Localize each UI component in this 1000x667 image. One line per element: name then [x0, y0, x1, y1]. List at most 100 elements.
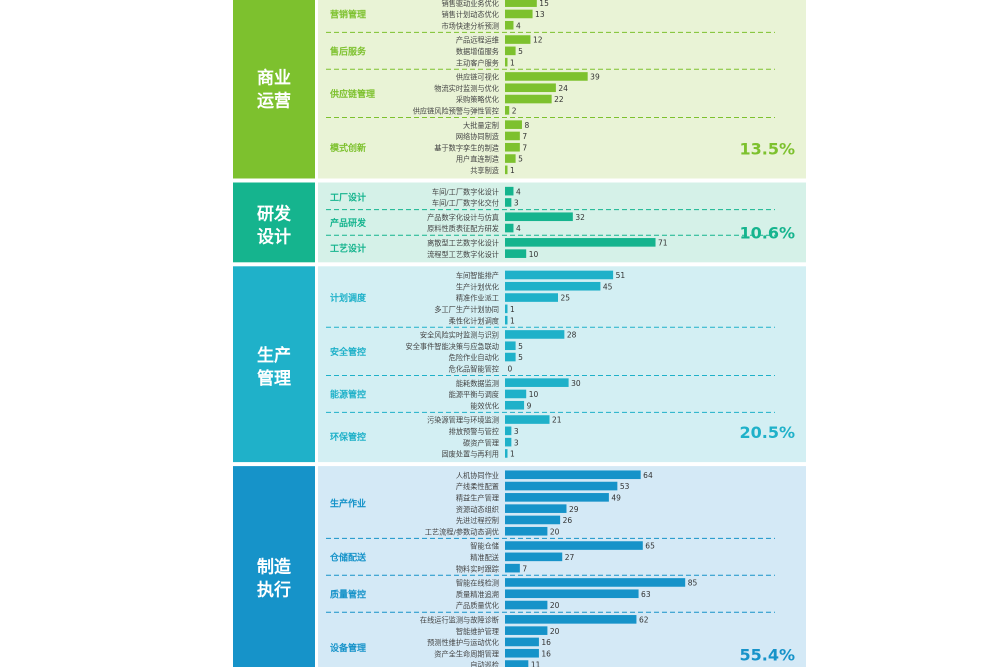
- item-label: 产品数字化设计与仿真: [427, 213, 499, 222]
- item-label: 生产计划优化: [456, 282, 499, 291]
- item-label: 污染源管理与环境监测: [427, 416, 499, 425]
- value-label: 12: [533, 36, 543, 45]
- item-label: 销售计划动态优化: [441, 10, 499, 19]
- value-label: 3: [514, 438, 519, 447]
- item-label: 质量精准追溯: [456, 590, 499, 599]
- value-label: 30: [571, 379, 581, 388]
- value-label: 29: [569, 505, 579, 514]
- group-label: 设备管理: [330, 642, 366, 654]
- item-label: 智能在线检测: [456, 579, 499, 588]
- item-label: 碳资产管理: [463, 438, 499, 447]
- bar: [505, 249, 527, 258]
- value-label: 63: [641, 590, 651, 599]
- group-label: 能源管控: [330, 388, 366, 400]
- item-label: 车间/工厂数字化交付: [432, 199, 499, 208]
- bar: [505, 400, 525, 410]
- bar: [505, 154, 516, 163]
- bar: [505, 9, 533, 19]
- bar: [505, 35, 531, 44]
- bar: [505, 212, 573, 222]
- bar: [505, 46, 516, 56]
- section-title-line-2: 执行: [257, 579, 291, 600]
- item-label: 自动巡检: [470, 661, 499, 667]
- group-label: 工艺设计: [330, 243, 366, 255]
- value-label: 71: [658, 238, 668, 247]
- bar: [505, 526, 548, 536]
- item-label: 精准作业派工: [456, 294, 499, 303]
- bar: [505, 660, 529, 667]
- bar: [505, 142, 520, 152]
- bar: [505, 415, 550, 424]
- value-label: 4: [516, 187, 521, 196]
- bar: [505, 504, 567, 513]
- item-label: 共享制造: [470, 166, 499, 175]
- item-label: 产线柔性配置: [456, 482, 499, 491]
- value-label: 5: [518, 353, 523, 362]
- item-label: 产品远程运维: [456, 36, 499, 45]
- value-label: 11: [531, 661, 541, 667]
- bar: [505, 515, 561, 525]
- section-title-line-2: 运营: [257, 90, 291, 111]
- item-label: 资产全生命周期管理: [434, 649, 499, 658]
- bar: [505, 470, 641, 480]
- bar: [505, 0, 537, 7]
- value-label: 0: [508, 364, 513, 373]
- bar: [505, 120, 522, 129]
- value-label: 27: [565, 553, 575, 562]
- bar: [505, 648, 539, 658]
- value-label: 62: [639, 615, 649, 624]
- item-label: 安全事件智能决策与应急联动: [406, 342, 499, 351]
- group-label: 工厂设计: [330, 191, 366, 203]
- bar: [505, 600, 548, 610]
- group-label: 产品研发: [330, 217, 367, 229]
- item-label: 市场快速分析预测: [441, 21, 499, 30]
- value-label: 22: [554, 95, 564, 104]
- section-title-block: [233, 182, 315, 263]
- value-label: 1: [510, 305, 515, 314]
- bar: [505, 94, 552, 104]
- item-label: 先进过程控制: [456, 516, 499, 525]
- item-label: 能效优化: [470, 401, 499, 410]
- value-label: 7: [522, 132, 527, 141]
- value-label: 4: [516, 224, 521, 233]
- group-label: 生产作业: [330, 498, 366, 510]
- value-label: 49: [611, 493, 621, 502]
- item-label: 精准配送: [470, 553, 499, 562]
- bar: [505, 131, 520, 141]
- bar: [505, 437, 512, 447]
- item-label: 车间/工厂数字化设计: [432, 187, 499, 196]
- section-percent: 13.5%: [739, 140, 795, 159]
- value-label: 25: [561, 294, 571, 303]
- value-label: 20: [550, 627, 560, 636]
- item-label: 能源平衡与调度: [449, 390, 499, 399]
- value-label: 3: [514, 427, 519, 436]
- item-label: 车间智能排产: [456, 271, 499, 280]
- item-label: 大批量定制: [463, 121, 499, 130]
- bar: [505, 315, 508, 325]
- item-label: 危险作业自动化: [449, 353, 499, 362]
- item-label: 物料实时跟踪: [456, 564, 499, 573]
- bar: [505, 563, 520, 573]
- value-label: 5: [518, 155, 523, 164]
- item-label: 离散型工艺数字化设计: [427, 238, 499, 247]
- value-label: 7: [522, 564, 527, 573]
- item-label: 危化品智能管控: [449, 364, 499, 373]
- value-label: 16: [541, 649, 551, 658]
- section-panel: [318, 182, 806, 263]
- bar: [505, 378, 569, 387]
- bar: [505, 281, 601, 291]
- value-label: 5: [518, 47, 523, 56]
- value-label: 32: [575, 213, 585, 222]
- item-label: 精益生产管理: [456, 493, 499, 502]
- bar: [505, 198, 512, 207]
- item-label: 供应链可视化: [456, 73, 499, 82]
- value-label: 24: [558, 84, 568, 93]
- value-label: 53: [620, 482, 630, 491]
- item-label: 流程型工艺数字化设计: [427, 250, 499, 259]
- item-label: 智能仓储: [470, 542, 499, 551]
- value-label: 8: [524, 121, 529, 130]
- section-title-line-1: 研发: [257, 203, 292, 224]
- bar: [505, 541, 643, 550]
- bar: [505, 83, 556, 93]
